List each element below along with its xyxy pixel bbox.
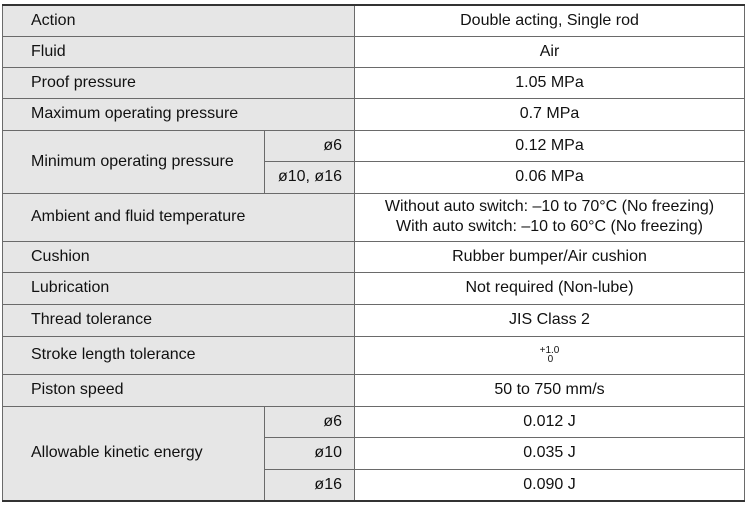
kinetic-energy-value-1: 0.012 J xyxy=(354,405,745,438)
kinetic-energy-bore-1: ø6 xyxy=(264,405,355,438)
table-row: Fluid Air xyxy=(2,35,745,68)
ambient-temp-line-2: With auto switch: –10 to 60°C (No freezi… xyxy=(396,218,703,235)
row-label-thread-tolerance: Thread tolerance xyxy=(2,303,355,337)
row-label-piston-speed: Piston speed xyxy=(2,373,355,407)
row-value-piston-speed: 50 to 750 mm/s xyxy=(354,373,745,407)
table-row: Stroke length tolerance +1.0 0 xyxy=(2,335,745,375)
row-label-min-pressure: Minimum operating pressure xyxy=(2,129,265,194)
table-row: Action Double acting, Single rod xyxy=(2,4,745,37)
specifications-table: Action Double acting, Single rod Fluid A… xyxy=(2,4,745,502)
row-label-kinetic-energy: Allowable kinetic energy xyxy=(2,405,265,502)
row-value-thread-tolerance: JIS Class 2 xyxy=(354,303,745,337)
row-label-proof-pressure: Proof pressure xyxy=(2,66,355,99)
table-row: ø10 0.035 J xyxy=(3,436,745,470)
kinetic-energy-value-2: 0.035 J xyxy=(354,436,745,470)
kinetic-energy-bore-3: ø16 xyxy=(264,468,355,502)
table-row: Thread tolerance JIS Class 2 xyxy=(2,303,745,337)
min-pressure-bore-1: ø6 xyxy=(264,129,355,162)
tolerance-stack: +1.0 0 xyxy=(539,344,560,365)
table-row: Minimum operating pressure ø6 0.12 MPa xyxy=(2,129,745,194)
row-label-cushion: Cushion xyxy=(2,240,355,273)
table-row: Lubrication Not required (Non-lube) xyxy=(2,271,745,305)
min-pressure-bore-2: ø10, ø16 xyxy=(264,160,355,194)
table-row: Piston speed 50 to 750 mm/s xyxy=(2,373,745,407)
row-value-fluid: Air xyxy=(354,35,745,68)
row-label-max-pressure: Maximum operating pressure xyxy=(2,97,355,131)
row-value-max-pressure: 0.7 MPa xyxy=(354,97,745,131)
table-row: ø10, ø16 0.06 MPa xyxy=(3,160,745,194)
table-row: Allowable kinetic energy ø6 0.012 J xyxy=(2,405,745,502)
kinetic-energy-bore-2: ø10 xyxy=(264,436,355,470)
row-value-ambient-temp: Without auto switch: –10 to 70°C (No fre… xyxy=(354,192,745,242)
row-label-fluid: Fluid xyxy=(2,35,355,68)
row-value-stroke-tolerance: +1.0 0 xyxy=(354,335,745,375)
row-label-action: Action xyxy=(2,4,355,37)
table-row: Ambient and fluid temperature Without au… xyxy=(2,192,745,242)
row-label-ambient-temp: Ambient and fluid temperature xyxy=(2,192,355,242)
row-label-stroke-tolerance: Stroke length tolerance xyxy=(2,335,355,375)
table-row: ø16 0.090 J xyxy=(3,468,745,502)
row-value-cushion: Rubber bumper/Air cushion xyxy=(354,240,745,273)
tolerance-lower: 0 xyxy=(547,353,554,365)
table-row: Cushion Rubber bumper/Air cushion xyxy=(2,240,745,273)
table-row: Maximum operating pressure 0.7 MPa xyxy=(2,97,745,131)
tolerance-upper: +1.0 xyxy=(539,344,560,356)
kinetic-energy-value-3: 0.090 J xyxy=(354,468,745,502)
row-value-action: Double acting, Single rod xyxy=(354,4,745,37)
row-label-lubrication: Lubrication xyxy=(2,271,355,305)
row-value-proof-pressure: 1.05 MPa xyxy=(354,66,745,99)
table-row: Proof pressure 1.05 MPa xyxy=(2,66,745,99)
ambient-temp-line-1: Without auto switch: –10 to 70°C (No fre… xyxy=(384,198,715,215)
min-pressure-value-2: 0.06 MPa xyxy=(354,160,745,194)
row-value-lubrication: Not required (Non-lube) xyxy=(354,271,745,305)
min-pressure-value-1: 0.12 MPa xyxy=(354,129,745,162)
